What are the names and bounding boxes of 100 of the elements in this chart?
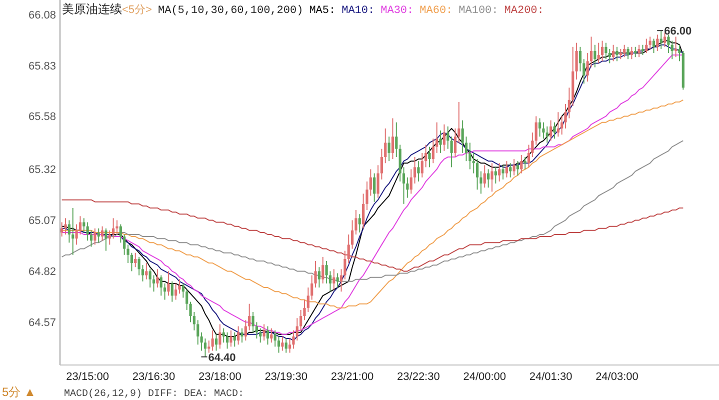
candlestick	[600, 40, 604, 62]
candlestick	[391, 118, 394, 160]
candlestick	[130, 252, 133, 272]
candlestick	[483, 164, 486, 188]
annotation: 66.00	[664, 26, 692, 38]
candlestick	[388, 136, 390, 162]
candlestick	[454, 128, 457, 158]
candlestick	[648, 36, 652, 50]
candlestick	[358, 214, 361, 233]
candlestick	[156, 268, 159, 288]
candlestick	[134, 252, 137, 268]
candlestick	[509, 162, 512, 178]
candlestick	[350, 220, 354, 250]
candlestick	[641, 44, 644, 56]
candlestick	[336, 272, 339, 288]
y-tick-label: 65.07	[28, 215, 56, 228]
x-tick-label: 23/18:00	[198, 371, 242, 383]
candlestick	[538, 118, 542, 138]
candlestick	[550, 120, 552, 142]
x-tick-label: 23/15:00	[66, 371, 109, 383]
candlestick	[94, 228, 96, 246]
candlestick	[663, 32, 666, 48]
annotation: 64.40	[208, 352, 236, 364]
candlestick	[542, 122, 545, 140]
y-tick-label: 65.83	[28, 60, 56, 72]
candlestick	[436, 122, 438, 154]
candlestick	[64, 218, 67, 235]
candlestick	[638, 44, 640, 58]
candlestick	[556, 112, 560, 138]
candlestick	[534, 116, 538, 146]
candlestick	[612, 44, 615, 62]
candlestick	[167, 270, 170, 296]
candlestick	[196, 320, 200, 346]
candlestick	[487, 168, 490, 188]
candlestick	[182, 282, 184, 298]
candlestick	[218, 324, 222, 350]
candlestick	[296, 318, 298, 342]
candlestick	[494, 166, 497, 184]
candlestick	[384, 128, 387, 164]
x-tick-label: 23/21:00	[330, 371, 374, 383]
candlestick	[270, 328, 273, 344]
candlestick	[546, 126, 548, 144]
candlestick	[420, 152, 424, 178]
candlestick	[417, 160, 420, 182]
candlestick	[604, 42, 608, 60]
x-tick-label: 23/19:30	[264, 371, 308, 383]
candlestick	[446, 126, 450, 150]
candlestick	[586, 52, 589, 82]
candlestick	[281, 336, 284, 352]
candlestick	[461, 120, 464, 154]
text: MA10:	[342, 5, 375, 17]
text: 5分 ▲	[2, 385, 36, 399]
candlestick	[395, 122, 398, 158]
candlestick	[432, 138, 434, 164]
text: MA5:	[309, 5, 336, 17]
candlestick	[226, 332, 229, 350]
candlestick	[616, 46, 618, 62]
candlestick	[520, 154, 523, 174]
candlestick	[163, 282, 166, 300]
candlestick	[68, 220, 70, 244]
chart-subtitle: <5分>	[122, 4, 152, 16]
candlestick	[527, 144, 530, 168]
candlestick	[608, 48, 611, 64]
candlestick	[233, 332, 236, 348]
candlestick	[630, 46, 633, 60]
candlestick	[553, 122, 556, 140]
candlestick	[104, 228, 108, 252]
candlestick	[274, 330, 276, 348]
text: MA60:	[420, 5, 453, 17]
candlestick	[656, 34, 659, 52]
y-tick-label: 65.58	[28, 111, 56, 124]
text: MACD(26,12,9) DIFF: DEA: MACD:	[64, 388, 244, 400]
candlestick	[464, 136, 468, 162]
candlestick	[516, 160, 520, 176]
candlestick	[578, 46, 582, 72]
candlestick	[402, 166, 406, 204]
y-tick-label: 64.57	[28, 317, 56, 330]
candlestick	[568, 87, 570, 119]
candlestick	[362, 193, 365, 229]
candlestick	[160, 274, 162, 296]
candlestick	[490, 162, 494, 192]
chart-title: 美原油连续	[62, 2, 122, 16]
candlestick	[424, 144, 428, 168]
candlestick	[300, 309, 302, 331]
candlestick	[413, 156, 416, 184]
candlestick	[208, 340, 210, 354]
x-tick-label: 24/01:30	[529, 371, 572, 383]
candlestick	[230, 330, 232, 348]
candlestick	[112, 218, 115, 240]
candlestick	[472, 152, 475, 174]
candlestick	[439, 130, 442, 154]
candlestick	[86, 222, 89, 242]
candlestick	[259, 328, 262, 344]
candlestick	[152, 274, 156, 292]
candlestick	[505, 160, 508, 178]
candlestick	[645, 38, 648, 54]
candlestick	[306, 287, 310, 312]
candlestick	[211, 330, 214, 352]
y-tick-label: 65.32	[28, 164, 56, 176]
text: MA100:	[458, 5, 498, 17]
